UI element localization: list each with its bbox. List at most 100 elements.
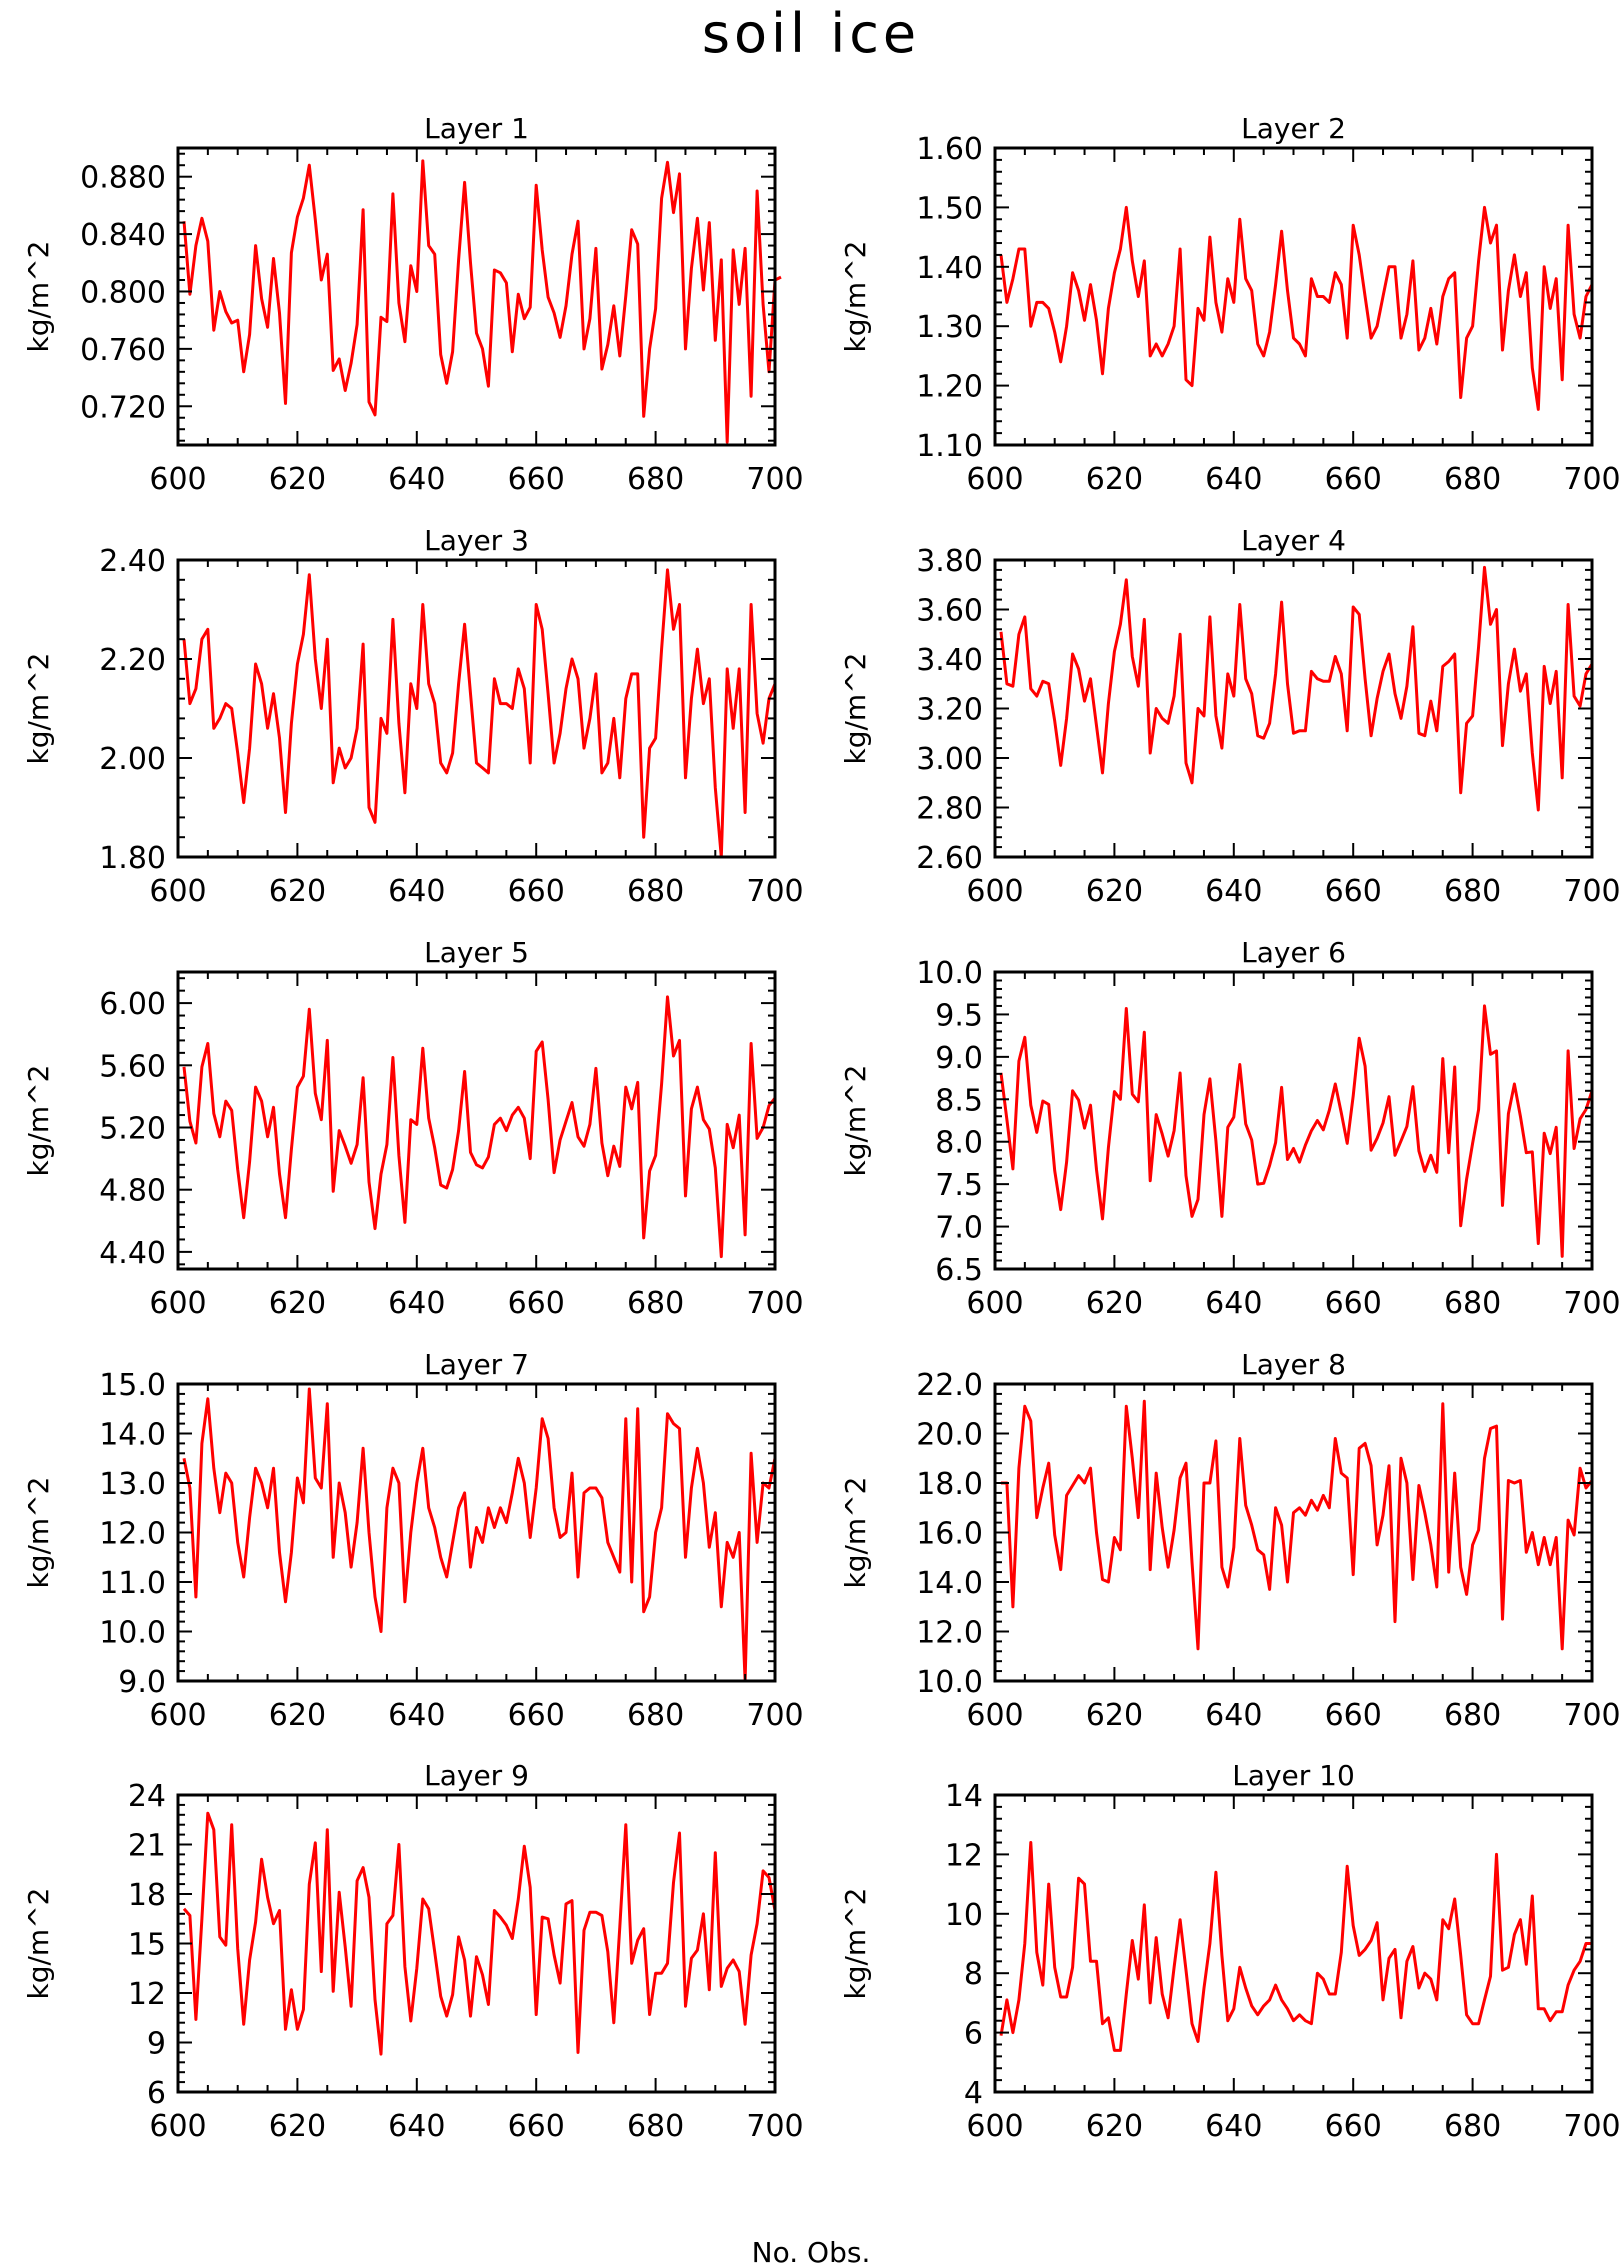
x-tick-label: 640 bbox=[388, 1698, 445, 1733]
x-tick-label: 700 bbox=[1563, 1698, 1620, 1733]
y-tick-label: 0.840 bbox=[80, 218, 166, 253]
x-tick-label: 680 bbox=[627, 1698, 684, 1733]
y-tick-label: 1.40 bbox=[916, 251, 983, 286]
y-tick-label: 3.20 bbox=[916, 693, 983, 728]
x-tick-label: 680 bbox=[627, 462, 684, 497]
x-tick-label: 660 bbox=[508, 1286, 565, 1321]
y-tick-label: 8 bbox=[964, 1957, 983, 1992]
series-line bbox=[999, 205, 1594, 411]
y-tick-label: 4 bbox=[964, 2076, 983, 2111]
x-tick-label: 600 bbox=[149, 1698, 206, 1733]
y-tick-label: 10.0 bbox=[916, 1665, 983, 1700]
x-tick-label: 640 bbox=[1205, 2109, 1262, 2144]
y-axis-label: kg/m^2 bbox=[839, 653, 872, 765]
x-tick-label: 600 bbox=[149, 462, 206, 497]
y-tick-label: 2.60 bbox=[916, 841, 983, 876]
x-tick-label: 600 bbox=[966, 874, 1023, 909]
y-tick-label: 14 bbox=[945, 1779, 983, 1814]
x-tick-label: 640 bbox=[388, 462, 445, 497]
x-tick-label: 600 bbox=[966, 1286, 1023, 1321]
y-tick-label: 0.880 bbox=[80, 161, 166, 196]
y-tick-label: 2.80 bbox=[916, 792, 983, 827]
panel-title: Layer 10 bbox=[1232, 1759, 1355, 1792]
panel-title: Layer 2 bbox=[1241, 112, 1346, 145]
plot-frame bbox=[993, 558, 1594, 859]
series-line bbox=[182, 1387, 777, 1683]
y-tick-label: 5.20 bbox=[99, 1111, 166, 1146]
panel-title: Layer 1 bbox=[424, 112, 529, 145]
panel-layer-9: Layer 9 kg/m^2 600 620 640 660 680 700 6 9 12 15 18 2… bbox=[22, 1759, 804, 2144]
x-tick-label: 660 bbox=[1325, 1698, 1382, 1733]
y-tick-label: 8.5 bbox=[935, 1083, 983, 1118]
x-tick-label: 680 bbox=[1444, 462, 1501, 497]
y-tick-label: 3.00 bbox=[916, 742, 983, 777]
x-tick-label: 600 bbox=[149, 1286, 206, 1321]
series-line bbox=[182, 995, 777, 1259]
y-tick-label: 1.20 bbox=[916, 370, 983, 405]
series-line bbox=[999, 565, 1594, 812]
y-tick-label: 18.0 bbox=[916, 1467, 983, 1502]
y-tick-label: 2.20 bbox=[99, 643, 166, 678]
x-tick-label: 700 bbox=[746, 462, 803, 497]
x-tick-label: 620 bbox=[1086, 1698, 1143, 1733]
y-tick-label: 1.30 bbox=[916, 310, 983, 345]
y-tick-label: 11.0 bbox=[99, 1566, 166, 1601]
x-tick-label: 620 bbox=[269, 1698, 326, 1733]
x-tick-label: 600 bbox=[149, 2109, 206, 2144]
plot-frame bbox=[176, 558, 777, 859]
panel-title: Layer 3 bbox=[424, 524, 529, 557]
y-tick-label: 6 bbox=[964, 2017, 983, 2052]
panel-title: Layer 7 bbox=[424, 1348, 529, 1381]
y-tick-label: 22.0 bbox=[916, 1368, 983, 1403]
y-tick-label: 5.60 bbox=[99, 1049, 166, 1084]
series-line bbox=[1001, 1399, 1594, 1651]
x-tick-label: 680 bbox=[1444, 2109, 1501, 2144]
y-axis-label: kg/m^2 bbox=[839, 1065, 872, 1177]
x-tick-label: 680 bbox=[627, 1286, 684, 1321]
series-line bbox=[182, 568, 777, 859]
x-tick-label: 660 bbox=[508, 2109, 565, 2144]
x-tick-label: 620 bbox=[269, 2109, 326, 2144]
y-tick-label: 1.10 bbox=[916, 429, 983, 464]
x-tick-label: 700 bbox=[746, 2109, 803, 2144]
x-tick-label: 640 bbox=[1205, 874, 1262, 909]
y-tick-label: 13.0 bbox=[99, 1467, 166, 1502]
x-tick-label: 700 bbox=[746, 874, 803, 909]
y-tick-label: 6 bbox=[147, 2076, 166, 2111]
plot-frame bbox=[993, 970, 1594, 1271]
panel-layer-10: Layer 10 kg/m^2 600 620 640 660 680 700 4 6 8 10 12 1… bbox=[839, 1759, 1621, 2144]
x-tick-label: 700 bbox=[1563, 2109, 1620, 2144]
x-tick-label: 600 bbox=[966, 2109, 1023, 2144]
series-line bbox=[182, 159, 782, 444]
y-tick-label: 0.760 bbox=[80, 333, 166, 368]
panel-layer-6: Layer 6 kg/m^2 600 620 640 660 680 700 6.5 7.0 7.5… bbox=[839, 936, 1621, 1321]
y-tick-label: 4.40 bbox=[99, 1236, 166, 1271]
y-axis-label: kg/m^2 bbox=[839, 241, 872, 353]
x-tick-label: 600 bbox=[149, 874, 206, 909]
x-tick-label: 700 bbox=[1563, 462, 1620, 497]
figure-title: soil ice bbox=[702, 2, 920, 65]
y-tick-label: 14.0 bbox=[99, 1418, 166, 1453]
x-tick-label: 620 bbox=[269, 1286, 326, 1321]
x-tick-label: 680 bbox=[1444, 1698, 1501, 1733]
panel-title: Layer 9 bbox=[424, 1759, 529, 1792]
y-tick-label: 0.800 bbox=[80, 275, 166, 310]
y-tick-label: 2.40 bbox=[99, 544, 166, 579]
panel-layer-2: Layer 2 kg/m^2 600 620 640 660 680 700 1.10 1.20 1… bbox=[839, 112, 1621, 497]
panel-title: Layer 5 bbox=[424, 936, 529, 969]
y-tick-label: 1.80 bbox=[99, 841, 166, 876]
panel-title: Layer 6 bbox=[1241, 936, 1346, 969]
y-tick-label: 3.60 bbox=[916, 594, 983, 629]
x-tick-label: 620 bbox=[1086, 2109, 1143, 2144]
x-tick-label: 660 bbox=[1325, 2109, 1382, 2144]
panel-layer-8: Layer 8 kg/m^2 600 620 640 660 680 700 10.0 12.0 1… bbox=[839, 1348, 1621, 1733]
x-tick-label: 660 bbox=[1325, 462, 1382, 497]
series-line bbox=[182, 1811, 777, 2056]
y-tick-label: 12.0 bbox=[916, 1616, 983, 1651]
x-tick-label: 680 bbox=[627, 2109, 684, 2144]
plot-frame bbox=[176, 1793, 777, 2094]
x-tick-label: 640 bbox=[1205, 1698, 1262, 1733]
x-tick-label: 640 bbox=[1205, 462, 1262, 497]
x-axis-footer: No. Obs. bbox=[752, 2236, 871, 2264]
y-tick-label: 2.00 bbox=[99, 742, 166, 777]
